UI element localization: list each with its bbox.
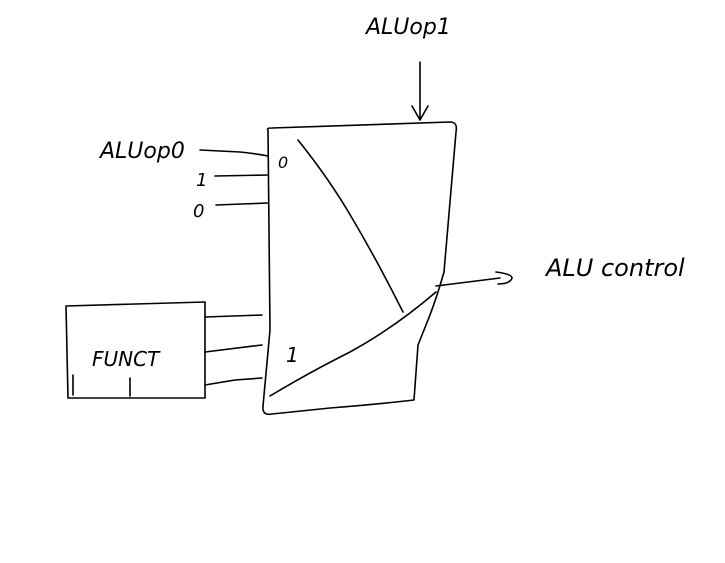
alu-control-label: ALU control: [544, 254, 685, 282]
funct-box-ticks: [72, 374, 131, 397]
mux-box: [262, 121, 458, 416]
funct-label: FUNCT: [92, 347, 161, 371]
funct-wire-1: [204, 314, 263, 318]
aluop1-label: ALUop1: [364, 15, 451, 40]
input-one-wire: [214, 174, 269, 177]
mux-internal-curve: [297, 139, 404, 313]
aluop0-label: ALUop0: [98, 139, 185, 164]
mux-bottom-select-label: 1: [286, 343, 299, 367]
aluop0-wire: [199, 149, 269, 157]
input-one-label: 1: [196, 170, 207, 191]
aluop1-arrowhead: [411, 105, 429, 121]
input-zero-wire: [215, 202, 269, 206]
funct-box: [65, 301, 206, 399]
mux-internal-diagonal: [269, 291, 437, 397]
alu-control-arrow-line: [435, 277, 501, 287]
funct-wire-2: [204, 344, 263, 353]
funct-wire-3: [204, 377, 263, 386]
alu-control-arrowhead: [495, 271, 513, 285]
input-zero-label: 0: [193, 201, 204, 222]
mux-top-select-label: 0: [278, 153, 288, 172]
